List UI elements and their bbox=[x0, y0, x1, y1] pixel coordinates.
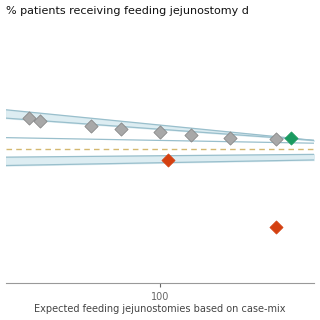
Point bbox=[119, 127, 124, 132]
Point bbox=[26, 116, 31, 121]
Point bbox=[165, 157, 170, 163]
Point bbox=[157, 130, 163, 135]
Point bbox=[188, 132, 194, 137]
Point bbox=[88, 124, 93, 129]
Text: % patients receiving feeding jejunostomy d: % patients receiving feeding jejunostomy… bbox=[5, 5, 248, 16]
Point bbox=[273, 136, 278, 141]
Point bbox=[289, 135, 294, 140]
X-axis label: Expected feeding jejunostomies based on case-mix: Expected feeding jejunostomies based on … bbox=[34, 304, 286, 315]
Point bbox=[37, 118, 42, 124]
Point bbox=[273, 224, 278, 229]
Point bbox=[227, 135, 232, 140]
